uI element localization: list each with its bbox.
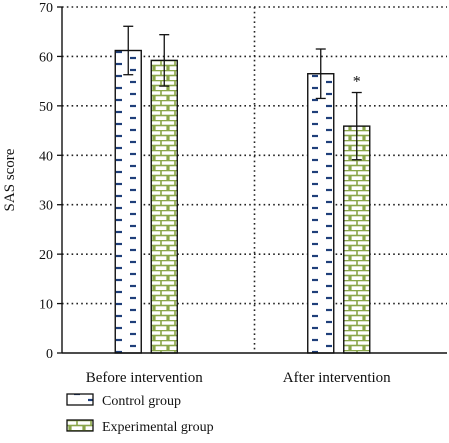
y-tick-label: 20 xyxy=(39,248,53,263)
legend: Control group Experimental group xyxy=(66,393,214,435)
y-tick-label: 0 xyxy=(46,347,53,362)
y-tick-label: 70 xyxy=(39,1,53,16)
legend-swatch-experimental xyxy=(66,419,94,432)
error-bars: * xyxy=(123,25,362,161)
axes: Before intervention After intervention 0 10… xyxy=(2,1,447,386)
legend-label-experimental: Experimental group xyxy=(102,420,214,435)
bar-experimental-0 xyxy=(150,59,178,354)
y-tick-label: 30 xyxy=(39,199,53,214)
x-tick-label: Before intervention xyxy=(86,370,204,386)
grid-lines xyxy=(62,6,447,353)
bar-control-1 xyxy=(307,73,335,354)
y-tick-label: 60 xyxy=(39,50,53,65)
significance-marker: * xyxy=(353,74,361,91)
bar-experimental-1 xyxy=(343,125,371,354)
y-tick-label: 50 xyxy=(39,100,53,115)
y-tick-label: 10 xyxy=(39,298,53,313)
bars xyxy=(114,49,371,354)
legend-swatch-control xyxy=(66,393,94,406)
y-axis-label: SAS score xyxy=(2,148,18,211)
x-tick-label: After intervention xyxy=(283,370,391,386)
legend-label-control: Control group xyxy=(102,394,181,409)
y-tick-label: 40 xyxy=(39,149,53,164)
bar-control-0 xyxy=(114,49,142,354)
